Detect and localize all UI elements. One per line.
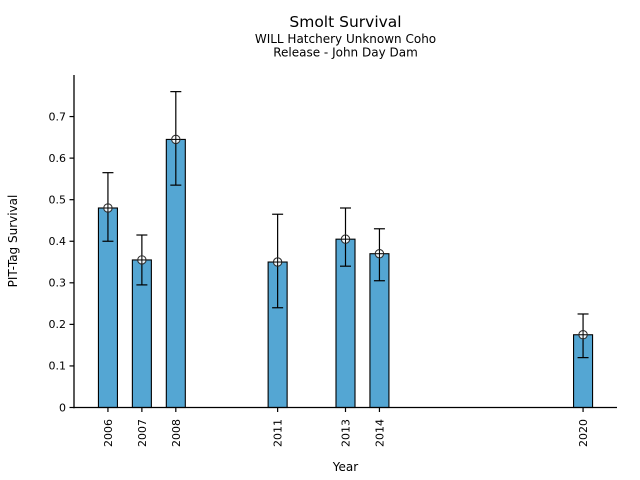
y-tick-label-0.1: 0.1 [49,360,67,373]
x-tick-label-2008: 2008 [170,419,183,447]
y-tick-label-0.3: 0.3 [49,277,67,290]
x-tick-label-2020: 2020 [577,419,590,447]
x-tick-label-2011: 2011 [272,419,285,447]
x-tick-label-2014: 2014 [373,419,386,447]
y-tick-label-0.6: 0.6 [49,152,67,165]
x-tick-label-2006: 2006 [102,419,115,447]
y-tick-label-0.7: 0.7 [49,110,67,123]
y-tick-label-0.5: 0.5 [49,193,67,206]
x-axis-ticks: 2006 2007 2008 2011 2013 2014 2020 [102,407,590,447]
y-tick-label-0: 0 [59,401,66,414]
y-tick-label-0.2: 0.2 [49,318,67,331]
chart-subtitle-hatchery: WILL Hatchery Unknown Coho [255,32,436,46]
chart-title: Smolt Survival [289,13,401,31]
y-tick-label-0.4: 0.4 [49,235,67,248]
x-tick-label-2007: 2007 [136,419,149,447]
y-axis-ticks: 0 0.1 0.2 0.3 0.4 0.5 0.6 0.7 [49,110,74,414]
x-axis-label: Year [332,460,358,474]
bars-group [97,91,594,409]
y-axis-label: PIT-Tag Survival [6,195,20,288]
x-tick-label-2013: 2013 [340,419,353,447]
chart-subtitle-release: Release - John Day Dam [273,46,418,60]
